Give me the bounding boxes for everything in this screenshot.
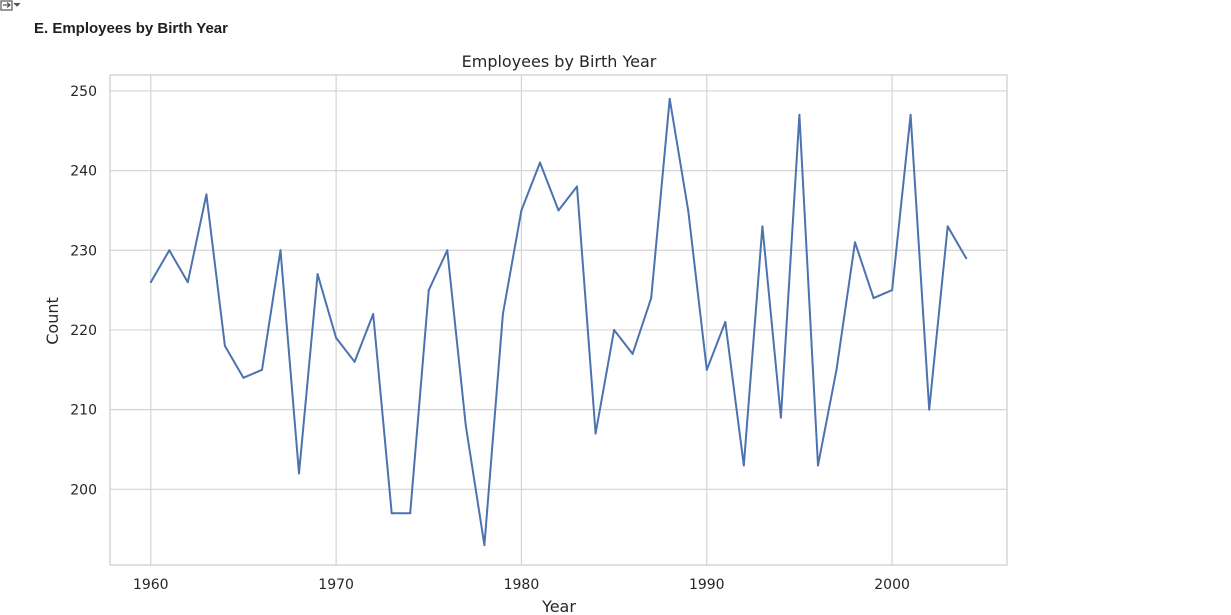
data-point <box>668 97 671 100</box>
data-point <box>909 113 912 116</box>
data-point <box>557 209 560 212</box>
data-point <box>835 368 838 371</box>
data-point <box>650 297 653 300</box>
data-point <box>724 320 727 323</box>
x-axis-label: Year <box>541 597 576 615</box>
data-point <box>779 416 782 419</box>
data-point <box>946 225 949 228</box>
data-point <box>242 376 245 379</box>
data-point <box>205 193 208 196</box>
y-tick-label: 240 <box>70 164 97 180</box>
data-point <box>520 209 523 212</box>
data-point <box>687 209 690 212</box>
data-point <box>446 249 449 252</box>
data-point <box>335 336 338 339</box>
y-tick-label: 220 <box>70 323 97 339</box>
data-point <box>316 273 319 276</box>
y-axis-label: Count <box>43 297 62 345</box>
y-tick-label: 230 <box>70 243 97 259</box>
data-point <box>928 408 931 411</box>
data-point <box>798 113 801 116</box>
x-tick-label: 1960 <box>133 577 169 593</box>
x-tick-label: 1970 <box>318 577 354 593</box>
data-point <box>464 424 467 427</box>
y-axis-ticks: 200 210 220 230 240 250 <box>70 84 97 498</box>
x-tick-label: 1990 <box>689 577 725 593</box>
data-point <box>390 512 393 515</box>
data-point <box>538 161 541 164</box>
data-point <box>372 313 375 316</box>
data-point <box>742 464 745 467</box>
data-point <box>353 360 356 363</box>
data-point <box>168 249 171 252</box>
y-tick-label: 200 <box>70 482 97 498</box>
y-tick-label: 250 <box>70 84 97 100</box>
data-point <box>613 328 616 331</box>
data-point <box>186 281 189 284</box>
x-axis-ticks: 1960 1970 1980 1990 2000 <box>133 577 910 593</box>
section-title: E. Employees by Birth Year <box>34 20 228 37</box>
data-point <box>965 257 968 260</box>
data-point <box>501 313 504 316</box>
data-point <box>761 225 764 228</box>
data-point <box>854 241 857 244</box>
data-point <box>149 281 152 284</box>
data-point <box>576 185 579 188</box>
data-point <box>298 472 301 475</box>
data-point <box>594 432 597 435</box>
data-point <box>631 352 634 355</box>
data-point <box>409 512 412 515</box>
y-tick-label: 210 <box>70 403 97 419</box>
data-point <box>891 289 894 292</box>
output-toggle-icon[interactable] <box>0 0 22 16</box>
data-point <box>427 289 430 292</box>
data-point <box>223 344 226 347</box>
data-point <box>705 368 708 371</box>
data-point <box>816 464 819 467</box>
data-points <box>149 97 968 547</box>
chart-title: Employees by Birth Year <box>462 52 657 71</box>
x-tick-label: 2000 <box>874 577 910 593</box>
data-point <box>279 249 282 252</box>
plot-area-frame <box>109 74 1008 566</box>
data-point <box>872 297 875 300</box>
series-line <box>149 97 968 547</box>
x-tick-label: 1980 <box>504 577 540 593</box>
data-point <box>260 368 263 371</box>
data-point <box>483 544 486 547</box>
grid-lines <box>110 75 1007 565</box>
